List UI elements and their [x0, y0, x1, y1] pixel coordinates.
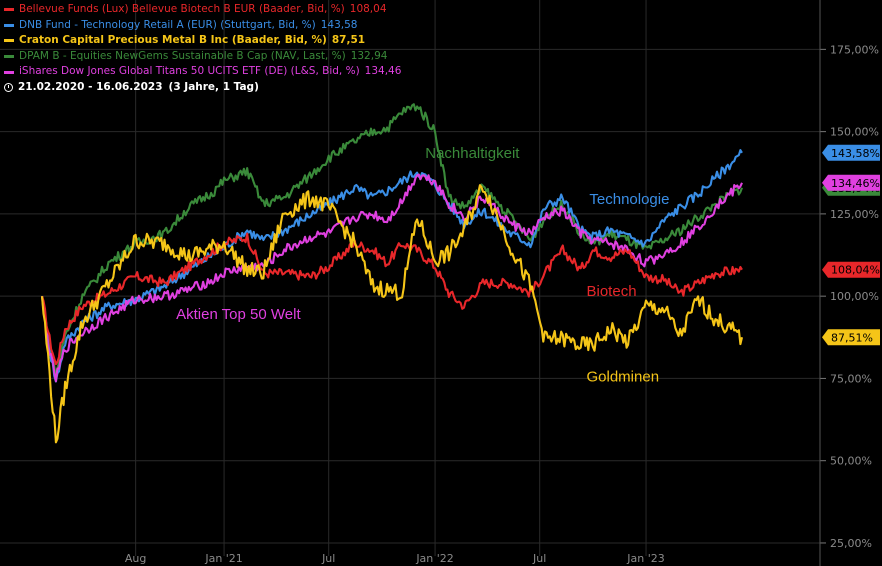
price-tag: 108,04%	[822, 261, 880, 278]
legend-item-goldminen[interactable]: Craton Capital Precious Metal B Inc (Baa…	[4, 33, 401, 49]
x-tick-label: Jan '22	[415, 552, 453, 565]
legend-item-technology[interactable]: DNB Fund - Technology Retail A (EUR) (St…	[4, 18, 401, 34]
legend-item-sustainability[interactable]: DPAM B - Equities NewGems Sustainable B …	[4, 49, 401, 65]
x-tick-label: Jul	[532, 552, 546, 565]
legend-value: 108,04	[349, 3, 387, 15]
legend-value: 87,51	[331, 34, 366, 47]
y-tick-label: 100,00%	[830, 290, 879, 303]
series-line	[40, 149, 743, 383]
price-tag-bg	[822, 329, 880, 346]
y-tick-label: 75,00%	[830, 372, 872, 385]
y-tick-label: 25,00%	[830, 537, 872, 550]
legend-label: iShares Dow Jones Global Titans 50 UCITS…	[19, 65, 360, 78]
x-tick-label: Jul	[321, 552, 335, 565]
price-tag: 134,46%	[822, 174, 880, 191]
date-range: 21.02.2020 - 16.06.2023	[18, 80, 163, 93]
date-span: (3 Jahre, 1 Tag)	[168, 80, 259, 93]
series-line	[40, 184, 744, 444]
legend-value: 134,46	[364, 65, 402, 78]
legend-swatch-goldminen	[4, 39, 14, 43]
legend-item-biotech[interactable]: Bellevue Funds (Lux) Bellevue Biotech B …	[4, 2, 401, 18]
chart-annotation: Biotech	[587, 283, 637, 300]
series-line	[40, 173, 743, 383]
y-tick-label: 175,00%	[830, 43, 879, 56]
legend-swatch-sustainability	[4, 55, 14, 59]
price-tag-label: 134,46%	[831, 177, 880, 190]
chart-annotation: Nachhaltigkeit	[425, 145, 520, 162]
legend-label: DNB Fund - Technology Retail A (EUR) (St…	[19, 18, 316, 31]
price-tag-label: 87,51%	[831, 331, 873, 344]
x-tick-label: Jan '21	[204, 552, 242, 565]
price-tag-label: 143,58%	[831, 147, 880, 160]
price-tag-label: 108,04%	[831, 264, 880, 277]
clock-icon	[4, 83, 13, 93]
legend-swatch-biotech	[4, 8, 14, 12]
legend-swatch-technology	[4, 23, 14, 27]
chart-annotation: Aktien Top 50 Welt	[176, 306, 301, 323]
legend-label: Bellevue Funds (Lux) Bellevue Biotech B …	[19, 3, 345, 15]
price-tag: 87,51%	[822, 329, 880, 346]
date-range-row: 21.02.2020 - 16.06.2023 (3 Jahre, 1 Tag)	[4, 80, 401, 96]
price-tag-bg	[822, 174, 880, 191]
x-tick-label: Aug	[125, 552, 146, 565]
legend-label: DPAM B - Equities NewGems Sustainable B …	[19, 49, 346, 62]
chart-annotation: Technologie	[589, 191, 669, 208]
y-tick-label: 50,00%	[830, 455, 872, 468]
price-tag-bg	[822, 261, 880, 278]
legend: Bellevue Funds (Lux) Bellevue Biotech B …	[4, 2, 401, 96]
legend-label: Craton Capital Precious Metal B Inc (Baa…	[19, 34, 327, 47]
price-tag: 143,58%	[822, 144, 880, 161]
legend-value: 132,94	[350, 49, 388, 62]
y-tick-label: 125,00%	[830, 208, 879, 221]
legend-item-world-top50[interactable]: iShares Dow Jones Global Titans 50 UCITS…	[4, 64, 401, 80]
chart-annotation: Goldminen	[587, 369, 660, 386]
price-tag-bg	[822, 144, 880, 161]
x-tick-label: Jan '23	[626, 552, 664, 565]
legend-swatch-world-top50	[4, 70, 14, 74]
y-tick-label: 150,00%	[830, 126, 879, 139]
series-line	[40, 232, 743, 366]
legend-value: 143,58	[320, 18, 358, 31]
